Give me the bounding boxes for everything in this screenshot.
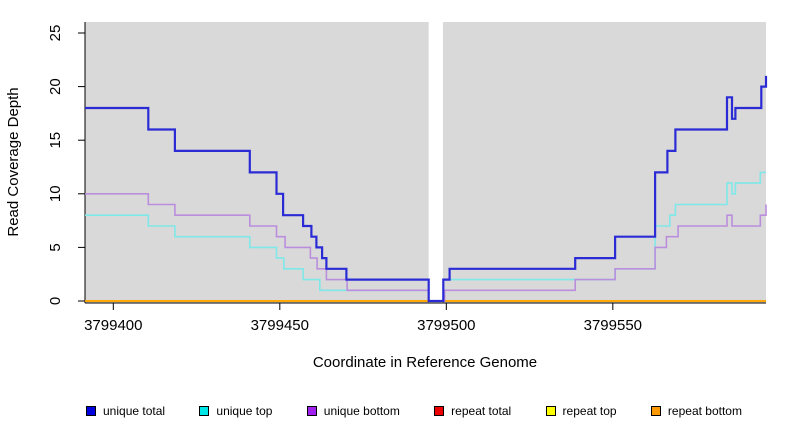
series-unique-total — [85, 75, 768, 303]
legend-label: unique total — [103, 404, 166, 418]
x-tick-label: 3799550 — [584, 317, 642, 334]
x-axis-title: Coordinate in Reference Genome — [313, 354, 537, 371]
legend-label: unique bottom — [323, 404, 400, 418]
legend-label: unique top — [216, 404, 273, 418]
x-tick-label: 3799450 — [251, 317, 309, 334]
y-tick-label: 25 — [47, 25, 64, 42]
plot-background — [85, 22, 766, 303]
legend-label: repeat bottom — [667, 404, 742, 418]
legend-item-unique-top: unique top — [199, 404, 272, 418]
legend-item-repeat-total: repeat total — [434, 404, 511, 418]
legend-item-repeat-bottom: repeat bottom — [650, 404, 742, 418]
y-tick-label: 15 — [47, 132, 64, 149]
coverage-gap-band — [428, 22, 443, 303]
legend-swatch-icon — [545, 406, 556, 416]
y-tick-label: 10 — [47, 185, 64, 202]
legend-item-unique-bottom: unique bottom — [306, 404, 400, 418]
legend: unique total unique top unique bottom repea… — [86, 404, 742, 418]
legend-item-repeat-top: repeat top — [545, 404, 617, 418]
legend-label: repeat top — [562, 404, 617, 418]
x-tick-label: 3799500 — [417, 317, 475, 334]
legend-swatch-icon — [86, 406, 96, 416]
y-tick-label: 0 — [47, 297, 64, 305]
x-tick-label: 3799400 — [84, 317, 142, 334]
legend-item-unique-total: unique total — [86, 404, 165, 418]
legend-swatch-icon — [199, 406, 210, 416]
legend-swatch-icon — [306, 406, 317, 416]
y-tick-label: 5 — [47, 243, 64, 251]
y-tick-label: 20 — [47, 78, 64, 95]
legend-label: repeat total — [451, 404, 512, 418]
legend-swatch-icon — [650, 406, 661, 416]
y-axis-title: Read Coverage Depth — [5, 87, 22, 236]
legend-swatch-icon — [434, 406, 445, 416]
